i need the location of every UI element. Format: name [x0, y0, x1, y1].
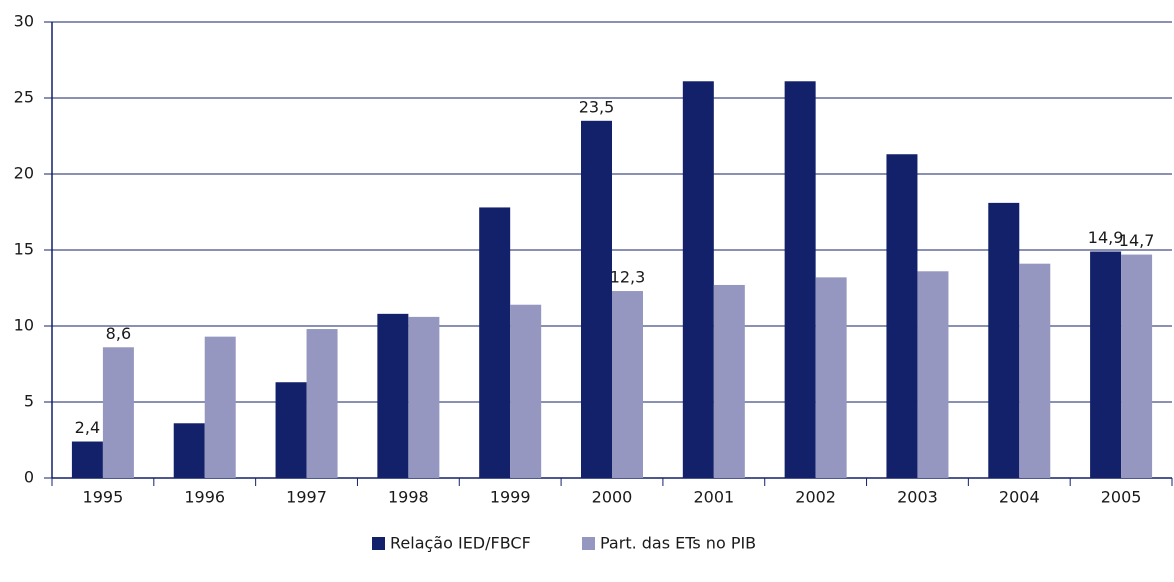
- bar: [275, 382, 307, 478]
- data-label: 8,6: [106, 324, 131, 343]
- bar: [377, 313, 409, 478]
- x-tick-label: 1998: [388, 488, 429, 507]
- x-tick-label: 2001: [693, 488, 734, 507]
- bar: [1019, 263, 1051, 478]
- data-label: 14,7: [1119, 231, 1155, 250]
- y-tick-label: 20: [14, 164, 34, 183]
- x-tick-label: 1996: [184, 488, 225, 507]
- legend-swatch: [582, 537, 595, 550]
- bar: [612, 291, 643, 478]
- bar: [988, 202, 1020, 478]
- y-tick-label: 0: [24, 468, 34, 487]
- legend-label: Relação IED/FBCF: [390, 534, 531, 553]
- data-label: 12,3: [610, 268, 646, 287]
- bar: [784, 81, 816, 478]
- bar: [581, 120, 612, 479]
- y-tick-label: 30: [14, 12, 34, 31]
- bar: [1121, 254, 1153, 478]
- bar: [917, 271, 949, 478]
- bar: [1090, 251, 1122, 478]
- x-tick-label: 2005: [1101, 488, 1142, 507]
- bar: [479, 207, 511, 478]
- data-label: 2,4: [75, 418, 100, 437]
- y-tick-label: 10: [14, 316, 34, 335]
- bar: [886, 154, 918, 479]
- bar: [204, 336, 236, 478]
- y-tick-label: 15: [14, 240, 34, 259]
- bar: [510, 304, 542, 478]
- bar: [408, 316, 440, 478]
- data-label: 23,5: [579, 97, 615, 116]
- bar: [815, 277, 847, 478]
- x-tick-label: 2004: [999, 488, 1040, 507]
- bar: [173, 423, 205, 478]
- legend-swatch: [372, 537, 385, 550]
- bar: [682, 81, 714, 478]
- bar: [713, 284, 745, 478]
- x-tick-label: 2003: [897, 488, 938, 507]
- bar: [306, 329, 338, 478]
- x-tick-label: 1997: [286, 488, 327, 507]
- data-label: 14,9: [1088, 228, 1124, 247]
- legend-label: Part. das ETs no PIB: [600, 534, 756, 553]
- bar: [71, 441, 103, 478]
- bar: [102, 347, 134, 478]
- x-tick-label: 1995: [83, 488, 124, 507]
- x-tick-label: 2002: [795, 488, 836, 507]
- x-tick-label: 2000: [592, 488, 633, 507]
- x-tick-label: 1999: [490, 488, 531, 507]
- y-tick-label: 25: [14, 88, 34, 107]
- y-tick-label: 5: [24, 392, 34, 411]
